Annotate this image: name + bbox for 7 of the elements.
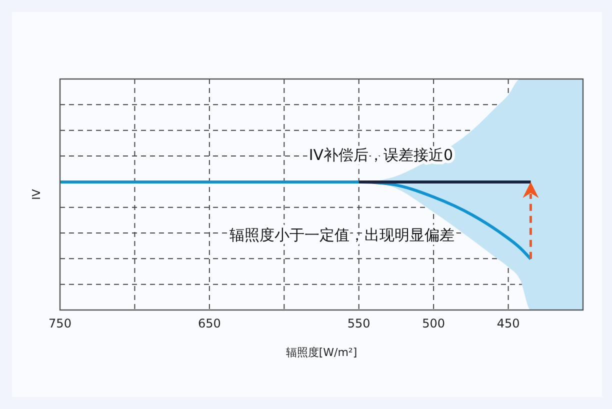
x-tick-label: 750 [48,316,72,331]
y-axis-title: IV [30,188,43,200]
x-tick-label: 450 [496,316,520,331]
x-tick-label: 550 [347,316,370,331]
x-tick-label: 500 [422,316,446,331]
x-tick-label: 650 [198,316,221,331]
x-axis-title: 辐照度[W/m²] [286,346,358,359]
